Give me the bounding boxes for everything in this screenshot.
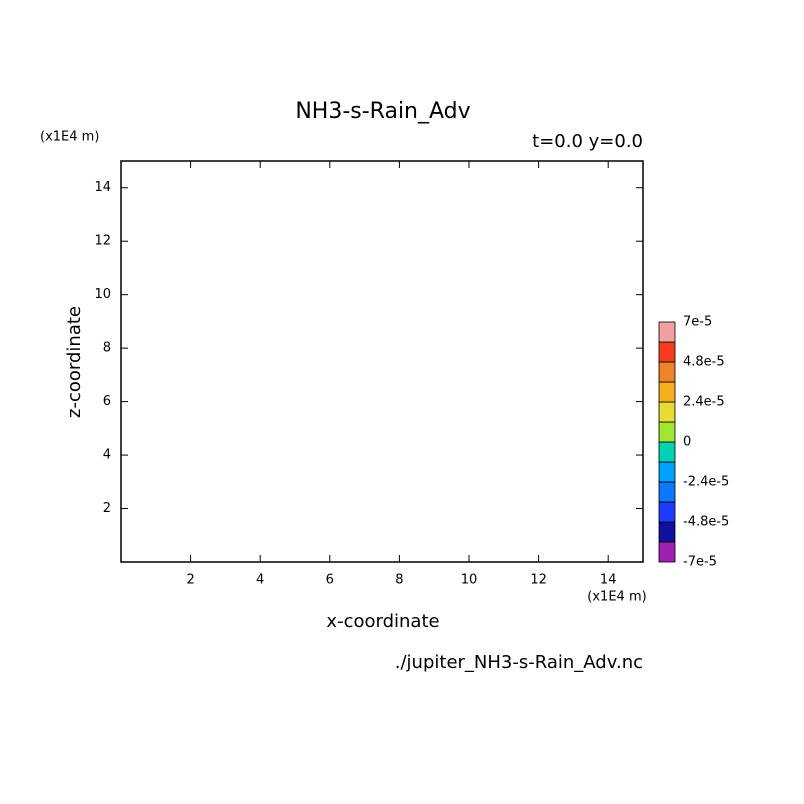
chart-title: NH3-s-Rain_Adv — [295, 99, 470, 124]
colorbar-label: 2.4e-5 — [683, 395, 725, 410]
y-tick-label: 2 — [103, 501, 111, 516]
colorbar-label: -2.4e-5 — [683, 475, 729, 490]
x-tick-label: 2 — [186, 573, 194, 588]
colorbar-segment — [658, 541, 676, 563]
x-tick-label: 8 — [395, 573, 403, 588]
colorbar-label: 4.8e-5 — [683, 355, 725, 370]
x-tick-label: 4 — [256, 573, 264, 588]
plot-frame — [120, 160, 644, 563]
y-tick-label: 6 — [103, 394, 111, 409]
y-axis-label: z-coordinate — [64, 306, 85, 418]
y-tick-label: 4 — [103, 448, 111, 463]
colorbar-segment — [658, 361, 676, 383]
x-tick-label: 6 — [326, 573, 334, 588]
colorbar-segment — [658, 441, 676, 463]
colorbar-segment — [658, 461, 676, 483]
y-tick-label: 8 — [103, 341, 111, 356]
source-file: ./jupiter_NH3-s-Rain_Adv.nc — [395, 652, 643, 673]
colorbar-segment — [658, 501, 676, 523]
y-tick-label: 14 — [94, 180, 111, 195]
y-unit: (x1E4 m) — [40, 130, 99, 145]
chart-subtitle: t=0.0 y=0.0 — [532, 131, 643, 152]
colorbar-segment — [658, 521, 676, 543]
x-tick-label: 10 — [461, 573, 478, 588]
colorbar-label: 0 — [683, 435, 691, 450]
y-tick-label: 10 — [94, 287, 111, 302]
x-axis-label: x-coordinate — [326, 611, 439, 632]
colorbar-label: 7e-5 — [683, 315, 712, 330]
colorbar-label: -4.8e-5 — [683, 515, 729, 530]
colorbar-segment — [658, 321, 676, 343]
x-unit: (x1E4 m) — [587, 590, 646, 605]
x-tick-label: 12 — [530, 573, 547, 588]
y-tick-label: 12 — [94, 234, 111, 249]
colorbar-segment — [658, 381, 676, 403]
colorbar-segment — [658, 341, 676, 363]
colorbar-segment — [658, 421, 676, 443]
x-tick-label: 14 — [600, 573, 617, 588]
colorbar-label: -7e-5 — [683, 555, 717, 570]
colorbar-segment — [658, 401, 676, 423]
colorbar-segment — [658, 481, 676, 503]
